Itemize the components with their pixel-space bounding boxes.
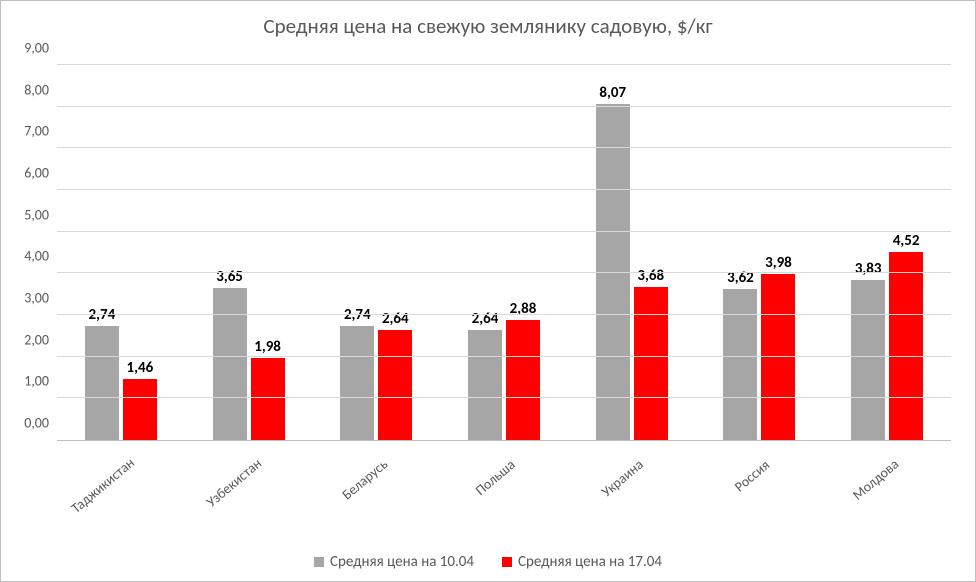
y-tick-label: 9,00 [24, 40, 57, 57]
bar-series-1: 1,98 [251, 358, 285, 441]
legend-item-series-1: Средняя цена на 17.04 [502, 553, 662, 571]
x-axis-label: Таджикистан [68, 454, 138, 517]
legend-label-0: Средняя цена на 10.04 [330, 553, 474, 571]
bar-series-1: 3,68 [634, 287, 668, 440]
y-tick-label: 1,00 [24, 373, 57, 390]
legend-swatch-1 [502, 557, 512, 567]
gridline [57, 147, 951, 148]
bar-value-label: 2,74 [344, 306, 371, 326]
bar-series-0: 2,64 [468, 330, 502, 440]
bars-layer: 2,741,463,651,982,742,642,642,888,073,68… [57, 65, 951, 440]
bar-value-label: 1,46 [127, 359, 154, 379]
x-axis-label: Украина [598, 456, 647, 501]
y-tick-label: 8,00 [24, 81, 57, 98]
bar-series-1: 1,46 [123, 379, 157, 440]
bar-series-1: 3,98 [761, 274, 795, 440]
x-axis-label: Молдова [849, 455, 902, 503]
gridline [57, 106, 951, 107]
plot-area: 2,741,463,651,982,742,642,642,888,073,68… [57, 65, 951, 441]
bar-value-label: 3,65 [216, 268, 243, 288]
bar-series-1: 2,64 [378, 330, 412, 440]
gridline [57, 64, 951, 65]
category-group: 2,741,46 [57, 65, 185, 440]
chart-container: Средняя цена на свежую землянику садовую… [0, 0, 976, 582]
legend-label-1: Средняя цена на 17.04 [518, 553, 662, 571]
legend: Средняя цена на 10.04 Средняя цена на 17… [1, 553, 975, 571]
y-tick-label: 0,00 [24, 415, 57, 432]
bar-series-1: 2,88 [506, 320, 540, 440]
bar-series-0: 2,74 [340, 326, 374, 440]
category-group: 3,834,52 [823, 65, 951, 440]
x-axis-label: Узбекистан [202, 455, 264, 511]
bar-series-0: 2,74 [85, 326, 119, 440]
gridline [57, 272, 951, 273]
gridline [57, 231, 951, 232]
y-tick-label: 5,00 [24, 206, 57, 223]
category-group: 2,742,64 [312, 65, 440, 440]
category-group: 2,642,88 [440, 65, 568, 440]
bar-value-label: 4,52 [893, 232, 920, 252]
y-tick-label: 4,00 [24, 248, 57, 265]
category-group: 3,651,98 [185, 65, 313, 440]
legend-item-series-0: Средняя цена на 10.04 [314, 553, 474, 571]
y-tick-label: 2,00 [24, 331, 57, 348]
x-axis-label: Беларусь [339, 456, 391, 504]
y-tick-label: 6,00 [24, 165, 57, 182]
chart-title: Средняя цена на свежую землянику садовую… [1, 1, 975, 43]
gridline [57, 314, 951, 315]
category-group: 3,623,98 [696, 65, 824, 440]
bar-value-label: 2,74 [89, 306, 116, 326]
bar-value-label: 2,64 [472, 310, 499, 330]
bar-series-0: 3,65 [213, 288, 247, 440]
bar-series-0: 3,62 [723, 289, 757, 440]
bar-value-label: 2,64 [382, 310, 409, 330]
bar-value-label: 3,83 [855, 260, 882, 280]
bar-value-label: 1,98 [254, 338, 281, 358]
y-tick-label: 7,00 [24, 123, 57, 140]
bar-value-label: 3,98 [765, 254, 792, 274]
gridline [57, 397, 951, 398]
category-group: 8,07 3,68 [568, 65, 696, 440]
bar-value-label: 8,07 [599, 84, 626, 104]
gridline [57, 356, 951, 357]
bar-series-1: 4,52 [889, 252, 923, 440]
bar-series-0: 3,83 [851, 280, 885, 440]
bar-value-label: 2,88 [510, 300, 537, 320]
bar-value-label: 3,68 [637, 267, 664, 287]
y-tick-label: 3,00 [24, 290, 57, 307]
x-axis-label: Польша [472, 456, 519, 499]
x-axis-label: Россия [732, 456, 774, 495]
legend-swatch-0 [314, 557, 324, 567]
gridline [57, 189, 951, 190]
